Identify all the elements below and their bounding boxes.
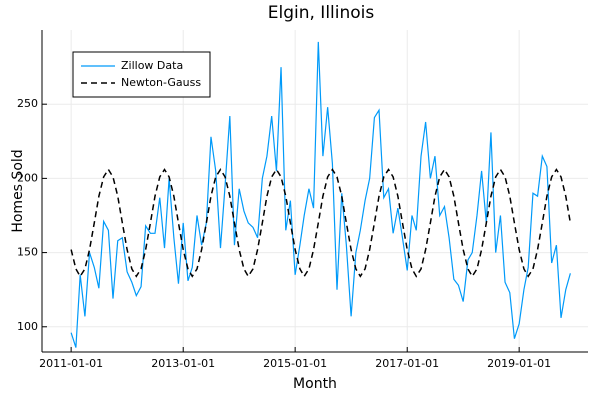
data-line xyxy=(70,41,571,348)
y-tick-label: 150 xyxy=(17,246,38,259)
legend-label: Newton-Gauss xyxy=(121,76,201,89)
y-axis-label: Homes Sold xyxy=(10,149,26,232)
chart-title: Elgin, Illinois xyxy=(268,3,375,23)
x-tick-label: 2011-01-01 xyxy=(39,357,103,370)
data-line xyxy=(70,168,572,278)
legend-label: Zillow Data xyxy=(121,59,183,72)
y-tick-label: 250 xyxy=(17,97,38,110)
x-tick-label: 2017-01-01 xyxy=(375,357,439,370)
y-tick-label: 100 xyxy=(17,320,38,333)
x-tick-label: 2015-01-01 xyxy=(263,357,327,370)
x-axis-label: Month xyxy=(293,376,337,392)
x-tick-label: 2013-01-01 xyxy=(151,357,215,370)
x-tick-label: 2019-01-01 xyxy=(487,357,551,370)
legend-box xyxy=(72,51,211,98)
y-tick-label: 200 xyxy=(17,171,38,184)
